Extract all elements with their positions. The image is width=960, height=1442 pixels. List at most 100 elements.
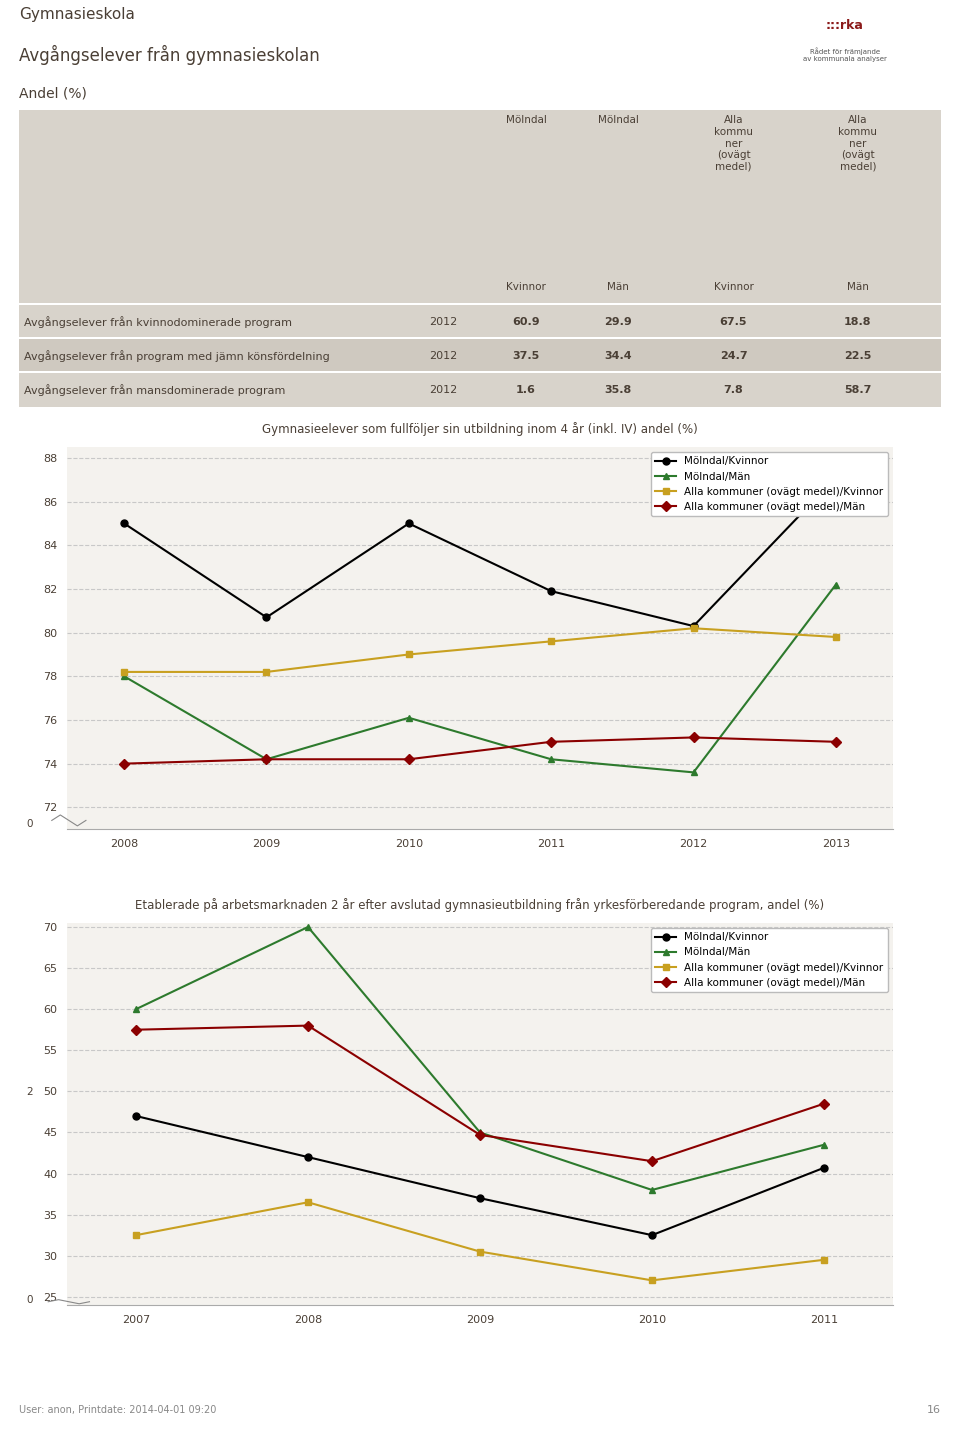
Alla kommuner (ovägt medel)/Kvinnor [646, 1272, 658, 1289]
Alla kommuner (ovägt medel)/Män [302, 1017, 314, 1034]
Text: 2012: 2012 [429, 317, 457, 327]
Text: Kvinnor: Kvinnor [506, 283, 546, 291]
Line: Alla kommuner (ovägt medel)/Kvinnor: Alla kommuner (ovägt medel)/Kvinnor [121, 624, 839, 675]
Line: Mölndal/Kvinnor: Mölndal/Kvinnor [132, 1113, 828, 1239]
Text: Avgångselever från gymnasieskolan: Avgångselever från gymnasieskolan [19, 45, 320, 65]
Alla kommuner (ovägt medel)/Kvinnor [131, 1227, 142, 1244]
Alla kommuner (ovägt medel)/Kvinnor [302, 1194, 314, 1211]
Bar [19, 372, 941, 407]
Mölndal/Män [131, 1001, 142, 1018]
Mölndal/Män [474, 1123, 486, 1141]
Text: Mölndal: Mölndal [598, 115, 638, 125]
Alla kommuner (ovägt medel)/Kvinnor [830, 629, 842, 646]
Mölndal/Kvinnor [403, 515, 415, 532]
Alla kommuner (ovägt medel)/Män [830, 733, 842, 750]
Text: 34.4: 34.4 [605, 350, 632, 360]
Bar [19, 303, 941, 304]
Legend: Mölndal/Kvinnor, Mölndal/Män, Alla kommuner (ovägt medel)/Kvinnor, Alla kommuner: Mölndal/Kvinnor, Mölndal/Män, Alla kommu… [651, 453, 888, 516]
Bar [19, 110, 941, 270]
Mölndal/Kvinnor [302, 1148, 314, 1165]
Alla kommuner (ovägt medel)/Män [474, 1126, 486, 1144]
Text: 29.9: 29.9 [605, 317, 632, 327]
Alla kommuner (ovägt medel)/Män [646, 1152, 658, 1169]
Text: Alla
kommu
ner
(ovägt
medel): Alla kommu ner (ovägt medel) [838, 115, 877, 172]
Mölndal/Kvinnor [261, 609, 273, 626]
Text: 1.6: 1.6 [516, 385, 536, 395]
Title: Gymnasieelever som fullföljer sin utbildning inom 4 år (inkl. IV) andel (%): Gymnasieelever som fullföljer sin utbild… [262, 423, 698, 435]
Alla kommuner (ovägt medel)/Män [403, 751, 415, 769]
Mölndal/Kvinnor [687, 617, 699, 634]
Text: Andel (%): Andel (%) [19, 87, 87, 101]
Mölndal/Kvinnor [646, 1227, 658, 1244]
Text: Gymnasieskola: Gymnasieskola [19, 7, 135, 22]
Text: 67.5: 67.5 [720, 317, 747, 327]
Line: Mölndal/Män: Mölndal/Män [132, 923, 828, 1194]
Alla kommuner (ovägt medel)/Män [131, 1021, 142, 1038]
Mölndal/Män [646, 1181, 658, 1198]
Mölndal/Kvinnor [474, 1190, 486, 1207]
Alla kommuner (ovägt medel)/Män [687, 728, 699, 746]
Text: Rådet för främjande
av kommunala analyser: Rådet för främjande av kommunala analyse… [803, 48, 887, 62]
Line: Alla kommuner (ovägt medel)/Män: Alla kommuner (ovägt medel)/Män [132, 1022, 828, 1165]
Text: Avgångselever från mansdominerade program: Avgångselever från mansdominerade progra… [24, 384, 285, 395]
Alla kommuner (ovägt medel)/Män [545, 733, 557, 750]
Text: 2012: 2012 [429, 385, 457, 395]
Text: 60.9: 60.9 [513, 317, 540, 327]
Alla kommuner (ovägt medel)/Kvinnor [403, 646, 415, 663]
Text: Avgångselever från kvinnodominerade program: Avgångselever från kvinnodominerade prog… [24, 316, 292, 327]
Alla kommuner (ovägt medel)/Kvinnor [474, 1243, 486, 1260]
Alla kommuner (ovägt medel)/Kvinnor [261, 663, 273, 681]
Mölndal/Kvinnor [818, 1159, 829, 1177]
Line: Mölndal/Män: Mölndal/Män [121, 581, 839, 776]
Bar [19, 339, 941, 372]
Mölndal/Män [118, 668, 130, 685]
Line: Alla kommuner (ovägt medel)/Kvinnor: Alla kommuner (ovägt medel)/Kvinnor [132, 1198, 828, 1283]
Mölndal/Kvinnor [545, 583, 557, 600]
Text: Kvinnor: Kvinnor [713, 283, 754, 291]
Text: Män: Män [608, 283, 629, 291]
Text: 22.5: 22.5 [844, 350, 872, 360]
Text: 0: 0 [27, 819, 34, 829]
Text: Mölndal: Mölndal [506, 115, 546, 125]
Text: 37.5: 37.5 [513, 350, 540, 360]
Text: 35.8: 35.8 [605, 385, 632, 395]
Text: 0: 0 [27, 1295, 34, 1305]
Text: 16: 16 [926, 1405, 941, 1415]
Text: 58.7: 58.7 [844, 385, 872, 395]
Mölndal/Män [687, 764, 699, 782]
Text: 7.8: 7.8 [724, 385, 743, 395]
Text: Avgångselever från program med jämn könsfördelning: Avgångselever från program med jämn köns… [24, 350, 329, 362]
Mölndal/Kvinnor [830, 469, 842, 486]
Text: 24.7: 24.7 [720, 350, 747, 360]
Bar [19, 270, 941, 304]
Text: Män: Män [847, 283, 869, 291]
Text: 18.8: 18.8 [844, 317, 872, 327]
Alla kommuner (ovägt medel)/Kvinnor [118, 663, 130, 681]
Text: :::rka: :::rka [826, 19, 864, 32]
Text: User: anon, Printdate: 2014-04-01 09:20: User: anon, Printdate: 2014-04-01 09:20 [19, 1405, 217, 1415]
Alla kommuner (ovägt medel)/Män [261, 751, 273, 769]
Text: 2012: 2012 [429, 350, 457, 360]
Bar [19, 371, 941, 372]
Legend: Mölndal/Kvinnor, Mölndal/Män, Alla kommuner (ovägt medel)/Kvinnor, Alla kommuner: Mölndal/Kvinnor, Mölndal/Män, Alla kommu… [651, 929, 888, 992]
Alla kommuner (ovägt medel)/Kvinnor [545, 633, 557, 650]
Line: Mölndal/Kvinnor: Mölndal/Kvinnor [121, 474, 839, 630]
Alla kommuner (ovägt medel)/Män [118, 756, 130, 773]
Mölndal/Kvinnor [131, 1107, 142, 1125]
Bar [19, 337, 941, 339]
Mölndal/Män [403, 709, 415, 727]
Line: Alla kommuner (ovägt medel)/Män: Alla kommuner (ovägt medel)/Män [121, 734, 839, 767]
Text: Alla
kommu
ner
(ovägt
medel): Alla kommu ner (ovägt medel) [714, 115, 753, 172]
Alla kommuner (ovägt medel)/Kvinnor [818, 1252, 829, 1269]
Mölndal/Män [830, 575, 842, 593]
Alla kommuner (ovägt medel)/Kvinnor [687, 620, 699, 637]
Text: 2: 2 [27, 1087, 34, 1097]
Mölndal/Män [545, 751, 557, 769]
Mölndal/Män [302, 919, 314, 936]
Mölndal/Män [261, 751, 273, 769]
Mölndal/Män [818, 1136, 829, 1154]
Bar [19, 304, 941, 339]
Alla kommuner (ovägt medel)/Män [818, 1094, 829, 1112]
Title: Etablerade på arbetsmarknaden 2 år efter avslutad gymnasieutbildning från yrkesf: Etablerade på arbetsmarknaden 2 år efter… [135, 898, 825, 911]
Mölndal/Kvinnor [118, 515, 130, 532]
